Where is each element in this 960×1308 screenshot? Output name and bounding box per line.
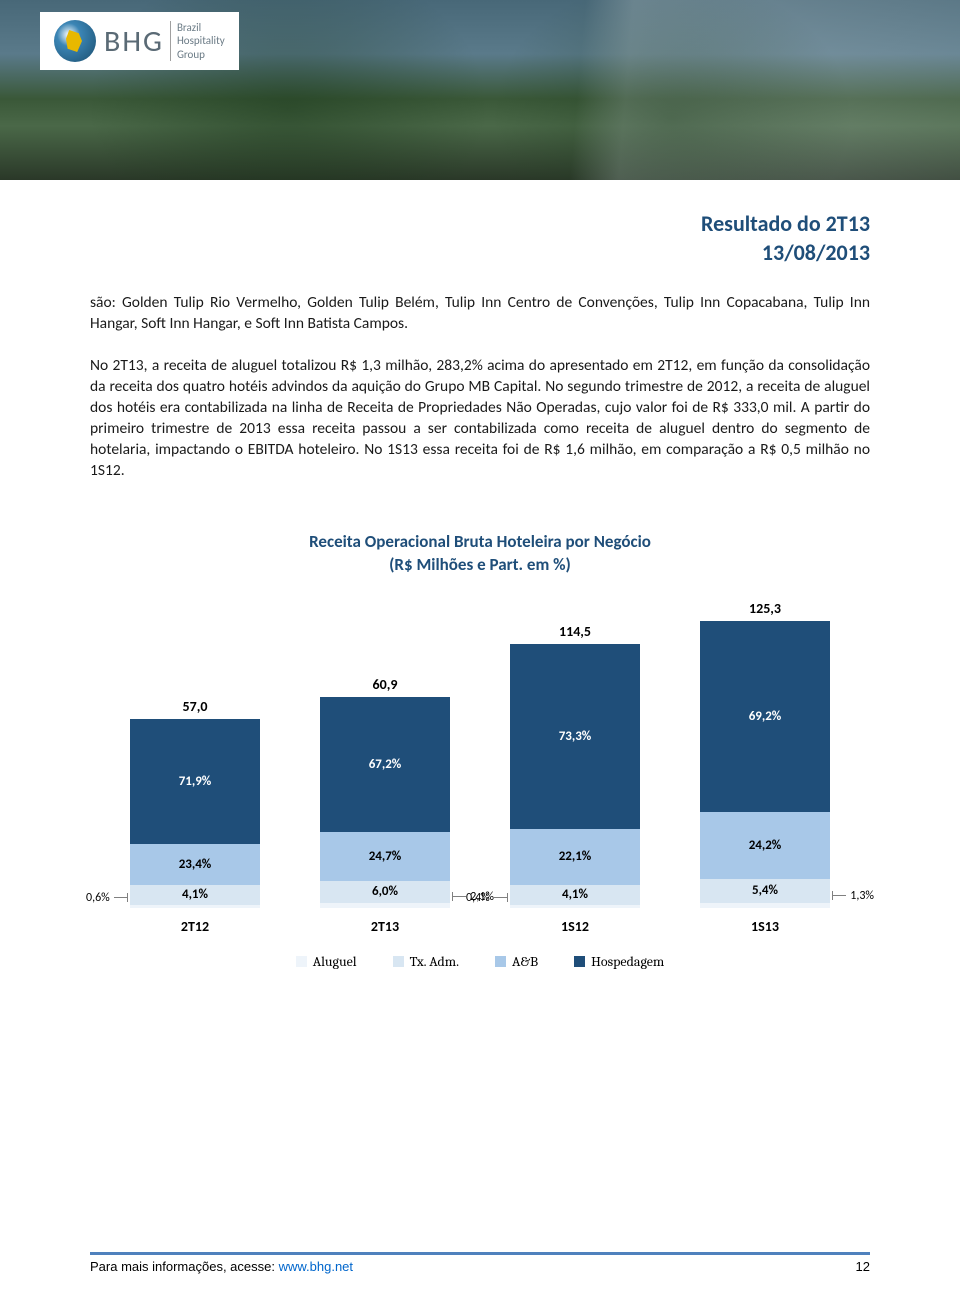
chart-title-l2: (R$ Milhões e Part. em %)	[90, 554, 870, 576]
seg-aluguel	[130, 905, 260, 908]
bar-label: 2T12	[181, 918, 209, 935]
page-content: Resultado do 2T13 13/08/2013 são: Golden…	[0, 180, 960, 970]
seg-aluguel	[320, 903, 450, 908]
legend-label: Hospedagem	[591, 953, 664, 970]
chart-legend: Aluguel Tx. Adm. A&B Hospedagem	[90, 953, 870, 970]
seg-hospedagem: 67,2%	[320, 697, 450, 832]
seg-hospedagem: 69,2%	[700, 621, 830, 812]
page-title: Resultado do 2T13 13/08/2013	[90, 210, 870, 267]
brand-text: BHG Brazil Hospitality Group	[104, 21, 225, 61]
legend-swatch	[393, 956, 404, 967]
bar-stack: 73,3%22,1%4,1%0,4%	[510, 644, 640, 908]
chart-group-semesters: 114,5 73,3%22,1%4,1%0,4% 1S12 125,3 69,2%24,…	[510, 600, 830, 935]
bracket-line	[452, 896, 466, 897]
bar-total: 114,5	[559, 623, 591, 640]
seg-txadm: 4,1%	[130, 885, 260, 905]
legend-label: Aluguel	[313, 953, 357, 970]
bar-label: 2T13	[371, 918, 399, 935]
page-footer: Para mais informações, acesse: www.bhg.n…	[90, 1252, 870, 1274]
legend-swatch	[574, 956, 585, 967]
footer-prefix: Para mais informações, acesse:	[90, 1259, 279, 1274]
brand-logo: BHG Brazil Hospitality Group	[40, 12, 239, 70]
brand-sub-l2: Hospitality	[177, 34, 225, 47]
footer-text: Para mais informações, acesse: www.bhg.n…	[90, 1259, 353, 1274]
bar-total: 60,9	[373, 676, 398, 693]
bracket-line	[114, 897, 128, 898]
seg-txadm: 6,0%	[320, 881, 450, 903]
bar-total: 57,0	[183, 698, 208, 715]
legend-item: Aluguel	[296, 953, 357, 970]
bracket-right: 1,3%	[832, 884, 874, 908]
bar-2T12: 57,0 71,9%23,4%4,1%0,6% 2T12	[130, 698, 260, 935]
bracket-pct: 0,6%	[86, 891, 110, 905]
bar-1S12: 114,5 73,3%22,1%4,1%0,4% 1S12	[510, 623, 640, 935]
seg-hospedagem: 73,3%	[510, 644, 640, 829]
legend-swatch	[296, 956, 307, 967]
title-main: Resultado do 2T13	[90, 210, 870, 239]
bracket-line	[494, 897, 508, 898]
legend-item: Hospedagem	[574, 953, 664, 970]
bracket-pct: 0,4%	[466, 891, 490, 905]
bar-label: 1S13	[751, 918, 779, 935]
seg-txadm: 4,1%	[510, 885, 640, 905]
chart-group-quarters: 57,0 71,9%23,4%4,1%0,6% 2T12 60,9 67,2%24,7%…	[130, 600, 450, 935]
footer-link[interactable]: www.bhg.net	[279, 1259, 353, 1274]
bar-1S13: 125,3 69,2%24,2%5,4%1,3% 1S13	[700, 600, 830, 935]
seg-hospedagem: 71,9%	[130, 719, 260, 844]
bar-label: 1S12	[561, 918, 589, 935]
legend-label: Tx. Adm.	[410, 953, 459, 970]
legend-item: A&B	[495, 953, 538, 970]
bar-total: 125,3	[749, 600, 781, 617]
seg-ab: 23,4%	[130, 844, 260, 885]
brand-subtitle: Brazil Hospitality Group	[177, 21, 225, 61]
seg-ab: 24,2%	[700, 812, 830, 879]
seg-txadm: 5,4%	[700, 879, 830, 903]
seg-ab: 22,1%	[510, 829, 640, 885]
footer-page-number: 12	[856, 1259, 870, 1274]
header-banner: BHG Brazil Hospitality Group	[0, 0, 960, 180]
brand-separator	[170, 21, 171, 61]
brand-sub-l1: Brazil	[177, 21, 225, 34]
bar-2T13: 60,9 67,2%24,7%6,0%2,1% 2T13	[320, 676, 450, 935]
legend-item: Tx. Adm.	[393, 953, 459, 970]
bar-stack: 71,9%23,4%4,1%0,6%	[130, 719, 260, 908]
chart-title-l1: Receita Operacional Bruta Hoteleira por …	[90, 531, 870, 553]
legend-label: A&B	[512, 953, 538, 970]
chart-title: Receita Operacional Bruta Hoteleira por …	[90, 531, 870, 575]
seg-ab: 24,7%	[320, 832, 450, 881]
bracket-pct: 1,3%	[850, 889, 874, 903]
bracket-line	[832, 895, 846, 896]
bracket-left: 0,4%	[466, 888, 508, 908]
globe-icon	[54, 20, 96, 62]
brand-sub-l3: Group	[177, 48, 225, 61]
revenue-chart: Receita Operacional Bruta Hoteleira por …	[90, 531, 870, 969]
bracket-left: 0,6%	[86, 888, 128, 908]
seg-aluguel	[510, 905, 640, 908]
seg-aluguel	[700, 903, 830, 908]
title-date: 13/08/2013	[90, 239, 870, 268]
bar-stack: 69,2%24,2%5,4%1,3%	[700, 621, 830, 908]
brand-acronym: BHG	[104, 23, 164, 60]
chart-area: 57,0 71,9%23,4%4,1%0,6% 2T12 60,9 67,2%24,7%…	[90, 600, 870, 935]
legend-swatch	[495, 956, 506, 967]
bar-stack: 67,2%24,7%6,0%2,1%	[320, 697, 450, 908]
body-paragraph: são: Golden Tulip Rio Vermelho, Golden T…	[90, 293, 870, 481]
